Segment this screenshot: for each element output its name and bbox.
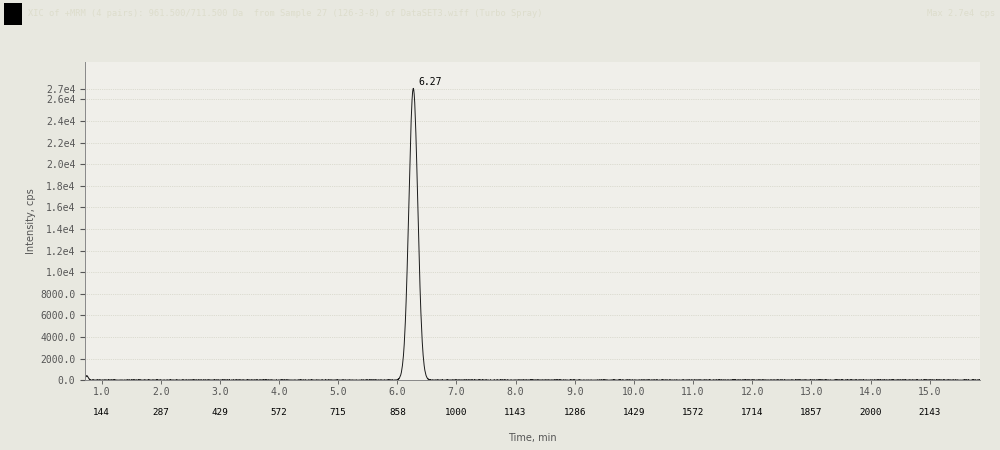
Text: 1714: 1714 xyxy=(741,408,764,417)
Text: Max 2.7e4 cps: Max 2.7e4 cps xyxy=(927,9,995,18)
Text: 572: 572 xyxy=(271,408,287,417)
Text: 1143: 1143 xyxy=(504,408,527,417)
Text: 1429: 1429 xyxy=(623,408,645,417)
Text: 715: 715 xyxy=(330,408,347,417)
X-axis label: Time, min: Time, min xyxy=(508,433,557,443)
Text: XIC of +MRM (4 pairs): 961.500/711.500 Da  from Sample 27 (126-3-8) of DataSET3.: XIC of +MRM (4 pairs): 961.500/711.500 D… xyxy=(28,9,542,18)
Text: 6.27: 6.27 xyxy=(418,77,442,87)
Text: 858: 858 xyxy=(389,408,406,417)
Text: 429: 429 xyxy=(211,408,228,417)
Text: 1572: 1572 xyxy=(682,408,704,417)
Text: 2143: 2143 xyxy=(918,408,941,417)
Text: 2000: 2000 xyxy=(859,408,882,417)
Text: 144: 144 xyxy=(93,408,110,417)
Text: 287: 287 xyxy=(152,408,169,417)
Text: 1000: 1000 xyxy=(445,408,468,417)
Text: 1857: 1857 xyxy=(800,408,823,417)
FancyBboxPatch shape xyxy=(4,3,22,25)
Text: 1286: 1286 xyxy=(564,408,586,417)
Y-axis label: Intensity, cps: Intensity, cps xyxy=(26,188,36,254)
